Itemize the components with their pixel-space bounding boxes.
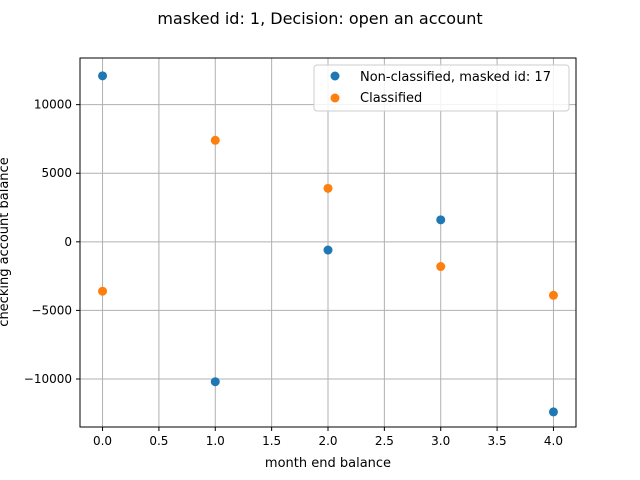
y-axis-label: checking account balance [0,157,12,326]
y-tick-label: −10000 [24,372,72,386]
y-tick-label: 0 [64,235,72,249]
legend: Non-classified, masked id: 17 Classified [313,64,570,112]
y-tick-label: 10000 [34,98,72,112]
data-point-series-0 [210,377,220,387]
x-tick-label: 0.0 [93,434,112,448]
data-point-series-1 [548,290,558,300]
legend-label-non-classified: Non-classified, masked id: 17 [360,70,551,85]
x-tick-label: 4.0 [544,434,563,448]
data-point-series-0 [548,407,558,417]
legend-marker-non-classified [330,71,340,81]
y-axis-ticks: −10000 −5000 0 5000 10000 [24,98,80,386]
x-tick-label: 2.5 [375,434,394,448]
y-tick-label: −5000 [31,303,72,317]
data-point-series-0 [436,215,446,225]
x-axis-label: month end balance [265,456,391,471]
data-points [98,71,558,417]
x-tick-label: 2.0 [318,434,337,448]
chart-title: masked id: 1, Decision: open an account [157,9,482,28]
data-point-series-1 [210,135,220,145]
legend-label-classified: Classified [360,91,422,106]
x-tick-label: 3.5 [488,434,507,448]
x-tick-label: 0.5 [149,434,168,448]
data-point-series-1 [323,183,333,193]
legend-box [313,64,570,112]
data-point-series-1 [436,262,446,272]
x-axis-ticks: 0.0 0.5 1.0 1.5 2.0 2.5 3.0 3.5 4.0 [93,427,563,448]
data-point-series-0 [98,71,108,81]
data-point-series-0 [323,245,333,255]
x-tick-label: 3.0 [431,434,450,448]
y-tick-label: 5000 [41,166,72,180]
x-tick-label: 1.0 [206,434,225,448]
data-point-series-1 [98,286,108,296]
x-tick-label: 1.5 [262,434,281,448]
legend-marker-classified [330,93,340,103]
